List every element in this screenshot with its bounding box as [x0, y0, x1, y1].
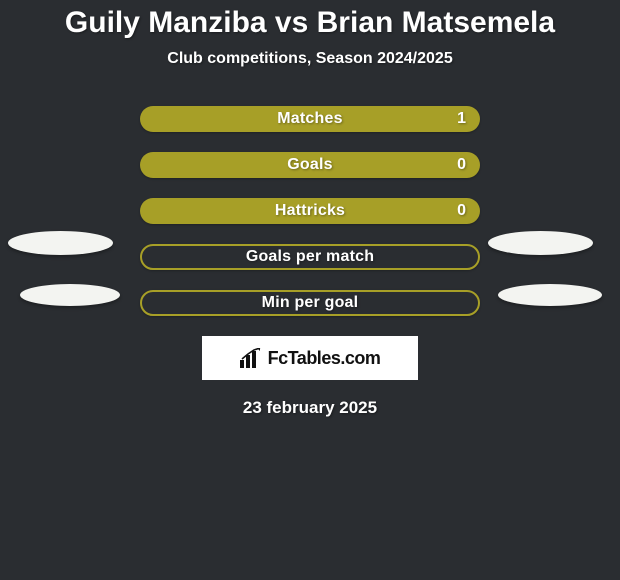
stat-label: Matches [277, 110, 342, 128]
page-root: Guily Manziba vs Brian Matsemela Club co… [0, 0, 620, 580]
stats-area: Matches 1 Goals 0 Hattricks 0 Goals per match M… [0, 106, 620, 316]
stat-row: Min per goal [140, 290, 480, 316]
stat-row: Hattricks 0 [140, 198, 480, 224]
stat-label: Min per goal [262, 294, 359, 312]
stat-row: Goals per match [140, 244, 480, 270]
stat-label: Goals per match [246, 248, 374, 266]
left-ellipse-1 [8, 231, 113, 255]
stat-value: 0 [457, 156, 466, 174]
stat-value: 1 [457, 110, 466, 128]
page-title: Guily Manziba vs Brian Matsemela [0, 0, 620, 40]
brand-box: FcTables.com [202, 336, 418, 380]
left-ellipse-2 [20, 284, 120, 306]
right-ellipse-1 [488, 231, 593, 255]
footer-date: 23 february 2025 [0, 398, 620, 418]
chart-icon [240, 348, 262, 368]
page-subtitle: Club competitions, Season 2024/2025 [0, 50, 620, 68]
brand-text: FcTables.com [268, 348, 381, 369]
stat-label: Hattricks [275, 202, 345, 220]
stat-label: Goals [287, 156, 332, 174]
stat-row: Matches 1 [140, 106, 480, 132]
stat-row: Goals 0 [140, 152, 480, 178]
right-ellipse-2 [498, 284, 602, 306]
stat-value: 0 [457, 202, 466, 220]
